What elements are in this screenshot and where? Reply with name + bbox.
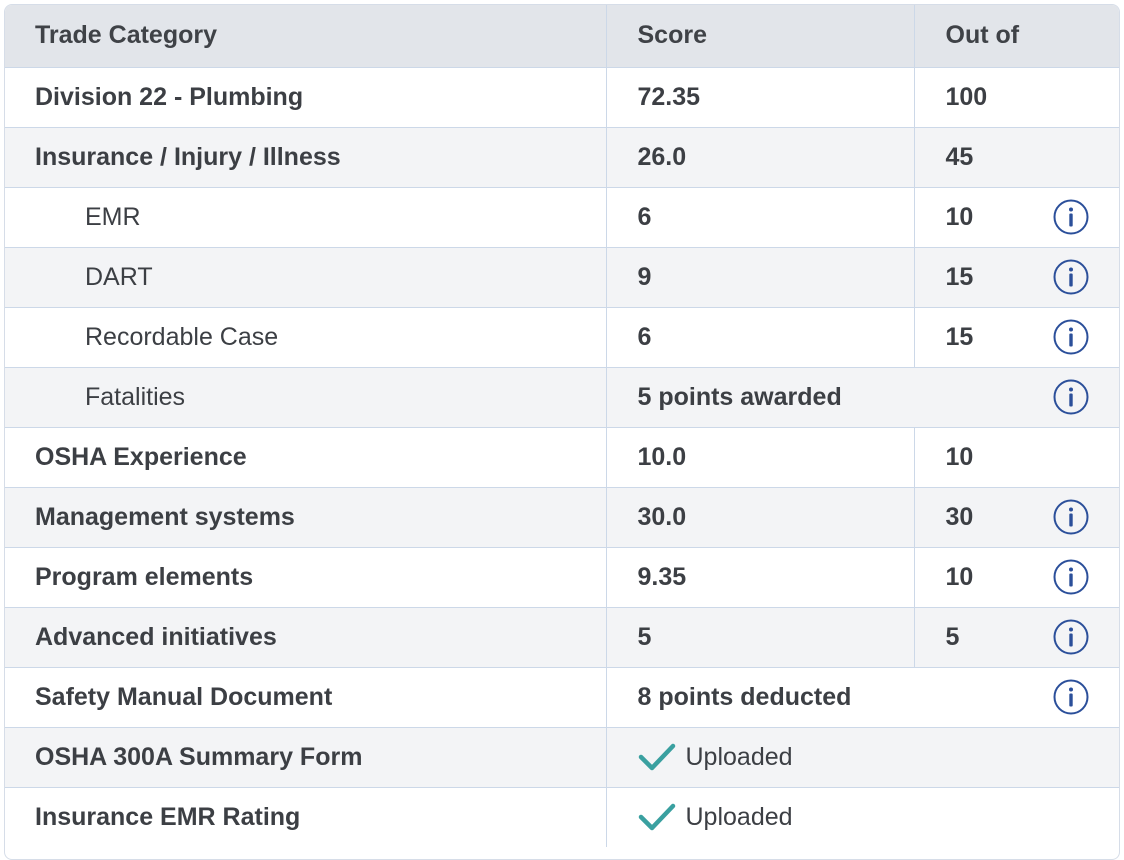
header-score: Score bbox=[606, 5, 915, 68]
row-out-of-cell: 15 bbox=[914, 307, 1119, 368]
table-row: DART 9 15 bbox=[5, 247, 1119, 308]
row-label: Safety Manual Document bbox=[5, 667, 607, 728]
info-icon[interactable] bbox=[1053, 199, 1089, 235]
table-row: Insurance / Injury / Illness 26.0 45 bbox=[5, 127, 1119, 188]
table-row: Insurance EMR Rating Uploaded bbox=[5, 787, 1119, 847]
row-score: 26.0 bbox=[606, 127, 915, 188]
row-label: Insurance EMR Rating bbox=[5, 787, 607, 847]
table-row: EMR 6 10 bbox=[5, 187, 1119, 248]
row-label: Fatalities bbox=[5, 367, 607, 428]
row-out-of-cell: 5 bbox=[914, 607, 1119, 668]
table-row: Program elements 9.35 10 bbox=[5, 547, 1119, 608]
info-icon[interactable] bbox=[1053, 379, 1089, 415]
upload-status: Uploaded bbox=[685, 742, 793, 771]
row-score: 6 bbox=[606, 187, 915, 248]
row-score: 9 bbox=[606, 247, 915, 308]
header-trade-category: Trade Category bbox=[5, 5, 607, 68]
row-label: Advanced initiatives bbox=[5, 607, 607, 668]
row-score: 5 bbox=[606, 607, 915, 668]
info-icon[interactable] bbox=[1053, 319, 1089, 355]
row-out-of: 5 bbox=[945, 622, 960, 651]
table-row: Safety Manual Document 8 points deducted bbox=[5, 667, 1119, 728]
row-label: OSHA 300A Summary Form bbox=[5, 727, 607, 788]
info-icon[interactable] bbox=[1053, 679, 1089, 715]
table-row: Advanced initiatives 5 5 bbox=[5, 607, 1119, 668]
row-out-of: 45 bbox=[914, 127, 1119, 188]
info-icon[interactable] bbox=[1053, 499, 1089, 535]
row-merged-text: 8 points deducted bbox=[637, 682, 852, 711]
table-row: OSHA Experience 10.0 10 bbox=[5, 427, 1119, 488]
row-status-cell: Uploaded bbox=[606, 787, 1119, 847]
row-out-of: 15 bbox=[945, 262, 974, 291]
info-icon[interactable] bbox=[1053, 559, 1089, 595]
table-header-row: Trade Category Score Out of bbox=[5, 5, 1119, 68]
row-out-of-cell: 30 bbox=[914, 487, 1119, 548]
table-row: OSHA 300A Summary Form Uploaded bbox=[5, 727, 1119, 788]
row-score: 6 bbox=[606, 307, 915, 368]
row-score: 72.35 bbox=[606, 67, 915, 128]
info-icon[interactable] bbox=[1053, 259, 1089, 295]
row-label: EMR bbox=[5, 187, 607, 248]
row-label: OSHA Experience bbox=[5, 427, 607, 488]
row-out-of-cell: 10 bbox=[914, 187, 1119, 248]
row-score: 10.0 bbox=[606, 427, 915, 488]
row-label: Management systems bbox=[5, 487, 607, 548]
score-table: Trade Category Score Out of Division 22 … bbox=[5, 5, 1119, 847]
table-row: Recordable Case 6 15 bbox=[5, 307, 1119, 368]
row-merged-cell: 8 points deducted bbox=[606, 667, 1119, 728]
table-row: Management systems 30.0 30 bbox=[5, 487, 1119, 548]
row-out-of: 10 bbox=[945, 562, 974, 591]
row-out-of-cell: 15 bbox=[914, 247, 1119, 308]
row-score: 30.0 bbox=[606, 487, 915, 548]
row-label: Program elements bbox=[5, 547, 607, 608]
row-merged-text: 5 points awarded bbox=[637, 382, 842, 411]
row-out-of: 10 bbox=[914, 427, 1119, 488]
row-label: Recordable Case bbox=[5, 307, 607, 368]
checkmark-icon bbox=[638, 742, 676, 772]
table-row: Fatalities 5 points awarded bbox=[5, 367, 1119, 428]
table-row: Division 22 - Plumbing 72.35 100 bbox=[5, 67, 1119, 128]
row-score: 9.35 bbox=[606, 547, 915, 608]
upload-status: Uploaded bbox=[685, 802, 793, 831]
checkmark-icon bbox=[638, 802, 676, 832]
row-status-cell: Uploaded bbox=[606, 727, 1119, 788]
row-label: Division 22 - Plumbing bbox=[5, 67, 607, 128]
info-icon[interactable] bbox=[1053, 619, 1089, 655]
row-label: Insurance / Injury / Illness bbox=[5, 127, 607, 188]
score-table-container: Trade Category Score Out of Division 22 … bbox=[4, 4, 1120, 860]
header-out-of: Out of bbox=[914, 5, 1119, 68]
row-label: DART bbox=[5, 247, 607, 308]
row-out-of: 15 bbox=[945, 322, 974, 351]
row-merged-cell: 5 points awarded bbox=[606, 367, 1119, 428]
row-out-of: 30 bbox=[945, 502, 974, 531]
row-out-of-cell: 10 bbox=[914, 547, 1119, 608]
row-out-of: 10 bbox=[945, 202, 974, 231]
row-out-of: 100 bbox=[914, 67, 1119, 128]
